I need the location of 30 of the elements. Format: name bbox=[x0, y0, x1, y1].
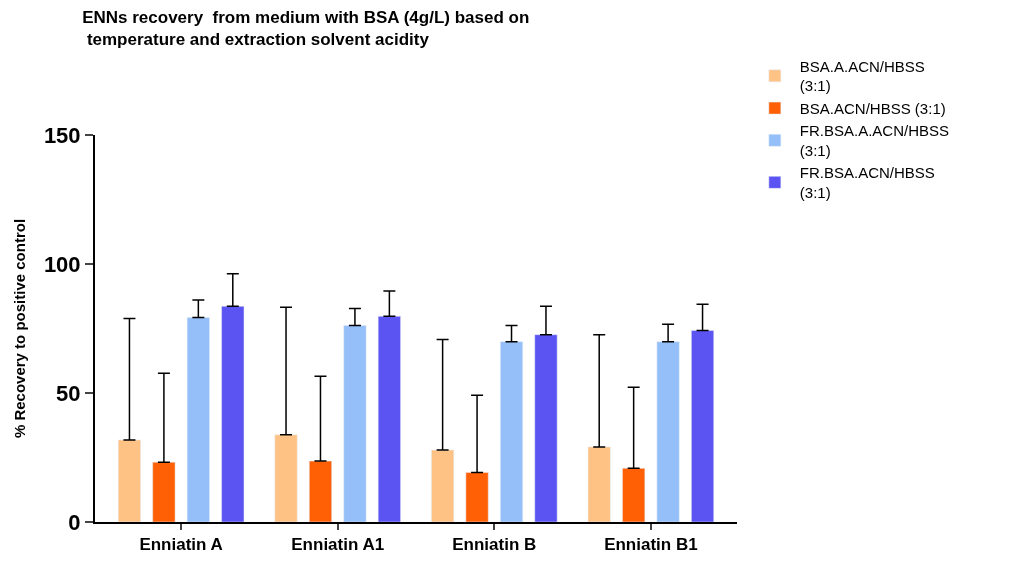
x-tick-label: Enniatin A1 bbox=[291, 535, 385, 555]
y-tick-label: 0 bbox=[68, 509, 81, 535]
bar bbox=[431, 449, 455, 522]
bar bbox=[309, 460, 332, 522]
bar bbox=[221, 306, 245, 522]
bar bbox=[691, 330, 714, 522]
bar bbox=[465, 472, 489, 522]
bar bbox=[534, 334, 558, 522]
bar bbox=[656, 341, 680, 522]
legend-label: BSA.A.ACN/HBSS (3:1) bbox=[799, 57, 925, 95]
legend-label: BSA.ACN/HBSS (3:1) bbox=[799, 99, 946, 117]
chart-title: ENNs recovery from medium with BSA (4g/L) based on temperature and extraction solvent acidity bbox=[82, 7, 530, 49]
bar bbox=[587, 446, 611, 522]
bar bbox=[343, 325, 367, 522]
y-axis-title: % Recovery to positive control bbox=[10, 218, 28, 439]
legend-label: FR.BSA.A.ACN/HBSS (3:1) bbox=[799, 122, 950, 159]
y-tick-label: 150 bbox=[43, 122, 81, 148]
bar bbox=[186, 317, 210, 522]
bar bbox=[500, 341, 523, 522]
bar bbox=[152, 461, 176, 522]
y-tick-label: 50 bbox=[56, 380, 81, 406]
x-tick-label: Enniatin A bbox=[139, 535, 223, 555]
bar bbox=[274, 434, 298, 522]
y-tick-label: 100 bbox=[43, 251, 81, 277]
legend-label: FR.BSA.ACN/HBSS (3:1) bbox=[799, 164, 935, 201]
bar bbox=[377, 316, 401, 522]
x-tick-label: Enniatin B bbox=[452, 535, 537, 555]
bar bbox=[622, 468, 646, 522]
x-tick-label: Enniatin B1 bbox=[604, 535, 698, 555]
bar bbox=[118, 439, 141, 522]
